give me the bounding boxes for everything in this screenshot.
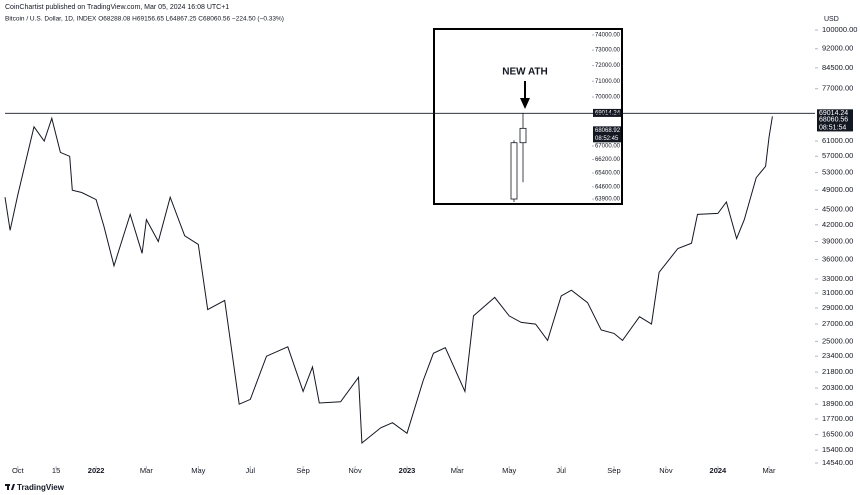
inset-frame (433, 28, 623, 205)
y-tick-label: 29000.00 (822, 303, 853, 312)
y-tick-label: 23400.00 (822, 351, 853, 360)
annotation-arrowhead (520, 98, 530, 109)
y-tick-label: 31000.00 (822, 288, 853, 297)
logo-part (11, 484, 15, 490)
y-tick-label: 77000.00 (822, 84, 853, 93)
x-tick-label: 2023 (399, 466, 416, 475)
y-tick-label: 64600.00 (595, 184, 621, 190)
x-tick-label: Nov (348, 466, 362, 475)
x-tick-label: May (191, 466, 205, 475)
y-tick-label: 61000.00 (822, 136, 853, 145)
x-tick-label: Mar (451, 466, 464, 475)
y-tick-label: 67000.00 (595, 144, 621, 150)
x-tick-label: Jul (556, 466, 566, 475)
logo (5, 484, 15, 490)
price-label-box (817, 115, 853, 132)
publisher-note: CoinChartist published on TradingView.co… (5, 4, 229, 11)
y-tick-label: 42000.00 (822, 220, 853, 229)
x-tick-label: Sep (296, 466, 309, 475)
y-tick-label: 39000.00 (822, 236, 853, 245)
y-tick-label: 63900.00 (595, 197, 621, 203)
logo-part (7, 484, 9, 490)
y-tick-label: 21800.00 (822, 367, 853, 376)
price-label: 68068.92 (595, 128, 621, 134)
y-tick-label: 25000.00 (822, 336, 853, 345)
x-tick-label: Oct (12, 466, 25, 475)
y-tick-label: 17700.00 (822, 414, 853, 423)
y-tick-label: 45000.00 (822, 204, 853, 213)
x-tick-label: 2022 (88, 466, 105, 475)
y-tick-label: 27000.00 (822, 319, 853, 328)
y-tick-label: 100000.00 (822, 25, 857, 34)
x-tick-label: Nov (659, 466, 673, 475)
y-tick-label: 18900.00 (822, 399, 853, 408)
y-tick-label: 74000.00 (595, 33, 621, 39)
y-tick-label: 72000.00 (595, 63, 621, 69)
countdown: 08:52:45 (595, 136, 619, 142)
x-tick-label: Mar (140, 466, 153, 475)
y-tick-label: 53000.00 (822, 168, 853, 177)
candle-body (510, 142, 518, 200)
y-axis-label: USD (824, 16, 839, 23)
y-tick-label: 33000.00 (822, 274, 853, 283)
countdown: 08:51:54 (819, 124, 846, 131)
price-line (4, 116, 773, 445)
candle-body (519, 127, 527, 144)
y-tick-label: 36000.00 (822, 254, 853, 263)
price-label-box (817, 109, 853, 118)
y-tick-label: 14540.00 (822, 458, 853, 467)
x-tick-label: 2024 (710, 466, 728, 475)
y-tick-label: 70000.00 (595, 95, 621, 101)
y-tick-label: 49000.00 (822, 185, 853, 194)
annotation: NEW ATH (502, 67, 548, 78)
y-tick-label: 92000.00 (822, 44, 853, 53)
y-tick-label: 84500.00 (822, 63, 853, 72)
y-tick-label: 73000.00 (595, 48, 621, 54)
y-tick-label: 15400.00 (822, 445, 853, 454)
x-tick-label: Sep (607, 466, 620, 475)
y-tick-label: 71000.00 (595, 79, 621, 85)
price-label: 68060.56 (819, 116, 848, 123)
y-tick-label: 57000.00 (822, 151, 853, 160)
y-tick-label: 65400.00 (595, 171, 621, 177)
price-label: 69014.24 (819, 110, 848, 117)
x-tick-label: May (502, 466, 516, 475)
x-tick-label: Jul (246, 466, 256, 475)
x-tick-label: 15 (52, 466, 60, 475)
y-tick-label: 16500.00 (822, 430, 853, 439)
x-tick-label: Mar (763, 466, 776, 475)
price-label-box (593, 126, 621, 143)
brand: TradingView (17, 483, 65, 492)
y-tick-label: 20300.00 (822, 383, 853, 392)
y-tick-label: 66200.00 (595, 157, 621, 163)
symbol-legend: Bitcoin / U.S. Dollar, 1D, INDEX O68288.… (5, 16, 284, 23)
